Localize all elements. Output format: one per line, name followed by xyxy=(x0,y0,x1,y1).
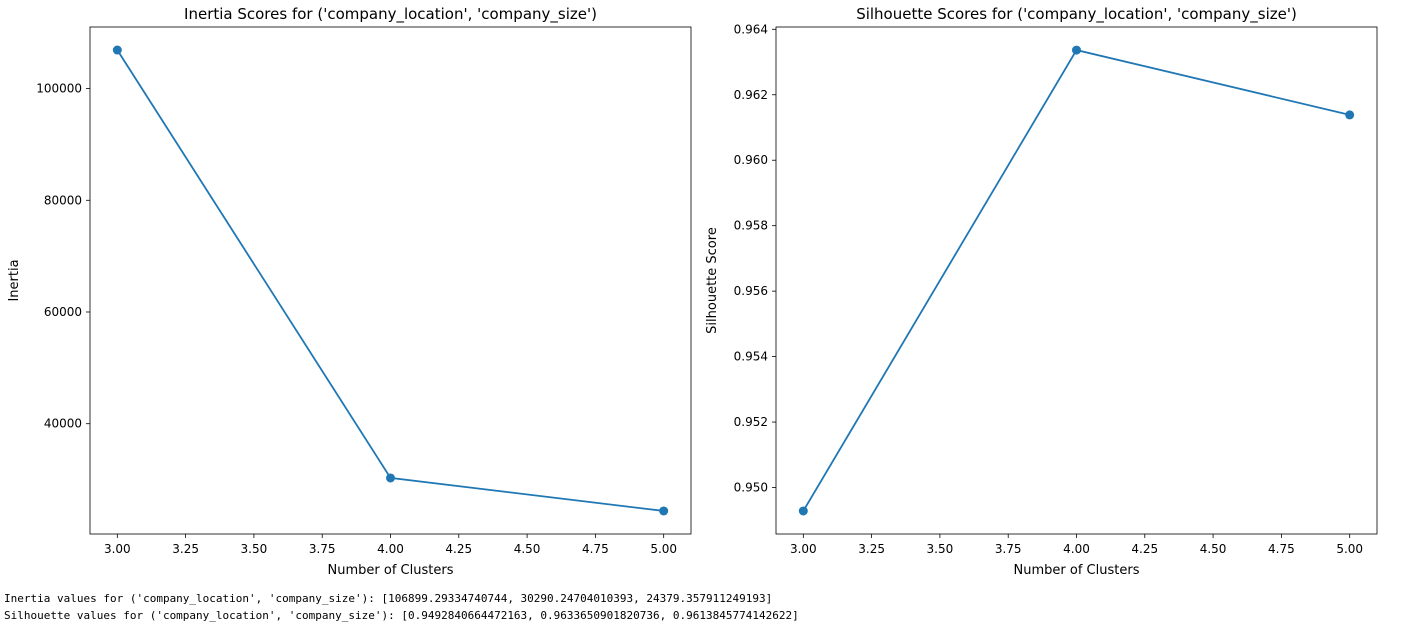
y-tick-label: 0.952 xyxy=(734,415,768,429)
y-tick-label: 80000 xyxy=(44,193,82,207)
data-point xyxy=(112,45,122,55)
x-tick-label: 4.25 xyxy=(445,542,472,556)
data-point xyxy=(386,473,395,483)
x-tick-label: 4.25 xyxy=(1131,542,1158,556)
chart-title: Silhouette Scores for ('company_location… xyxy=(856,5,1297,24)
x-tick-label: 4.50 xyxy=(514,542,541,556)
x-tick-label: 4.00 xyxy=(1063,542,1090,556)
x-tick-label: 3.75 xyxy=(309,542,336,556)
y-tick-label: 0.964 xyxy=(734,22,768,36)
y-tick-label: 0.960 xyxy=(734,153,768,167)
x-tick-label: 3.25 xyxy=(858,542,885,556)
x-tick-label: 4.00 xyxy=(377,542,404,556)
x-tick-label: 3.50 xyxy=(241,542,268,556)
plot-frame xyxy=(89,26,692,535)
x-tick-label: 4.75 xyxy=(582,542,609,556)
y-tick-label: 0.950 xyxy=(734,481,768,495)
plot-frame xyxy=(775,26,1378,535)
y-axis-label: Inertia xyxy=(7,259,22,301)
chart-title: Inertia Scores for ('company_location', … xyxy=(184,5,597,24)
x-tick-label: 5.00 xyxy=(650,542,677,556)
silhouette-values-output: Silhouette values for ('company_location… xyxy=(4,609,799,622)
y-tick-label: 0.962 xyxy=(734,88,768,102)
series-line xyxy=(802,49,1350,512)
y-tick-label: 60000 xyxy=(44,305,82,319)
y-tick-label: 0.958 xyxy=(734,219,768,233)
x-axis-label: Number of Clusters xyxy=(328,563,454,578)
x-tick-label: 3.75 xyxy=(995,542,1022,556)
data-point xyxy=(1345,110,1355,120)
y-tick-label: 0.956 xyxy=(734,284,768,298)
y-tick-label: 40000 xyxy=(44,417,82,431)
x-tick-label: 5.00 xyxy=(1336,542,1363,556)
y-tick-label: 100000 xyxy=(36,82,82,96)
x-tick-label: 3.00 xyxy=(790,542,817,556)
x-tick-label: 3.50 xyxy=(927,542,954,556)
x-axis-label: Number of Clusters xyxy=(1014,563,1140,578)
x-tick-label: 4.50 xyxy=(1200,542,1227,556)
y-tick-label: 0.954 xyxy=(734,350,768,364)
x-tick-label: 3.25 xyxy=(172,542,199,556)
chart-2: Silhouette Scores for ('company_location… xyxy=(705,5,1378,578)
series-line xyxy=(116,49,664,512)
data-point xyxy=(659,506,669,516)
y-axis-label: Silhouette Score xyxy=(705,227,720,334)
data-point xyxy=(798,506,808,516)
chart-1: Inertia Scores for ('company_location', … xyxy=(7,5,692,578)
data-point xyxy=(1072,45,1081,55)
inertia-values-output: Inertia values for ('company_location', … xyxy=(4,592,773,605)
x-tick-label: 3.00 xyxy=(104,542,131,556)
x-tick-label: 4.75 xyxy=(1268,542,1295,556)
charts-figure: Inertia Scores for ('company_location', … xyxy=(7,5,1378,578)
